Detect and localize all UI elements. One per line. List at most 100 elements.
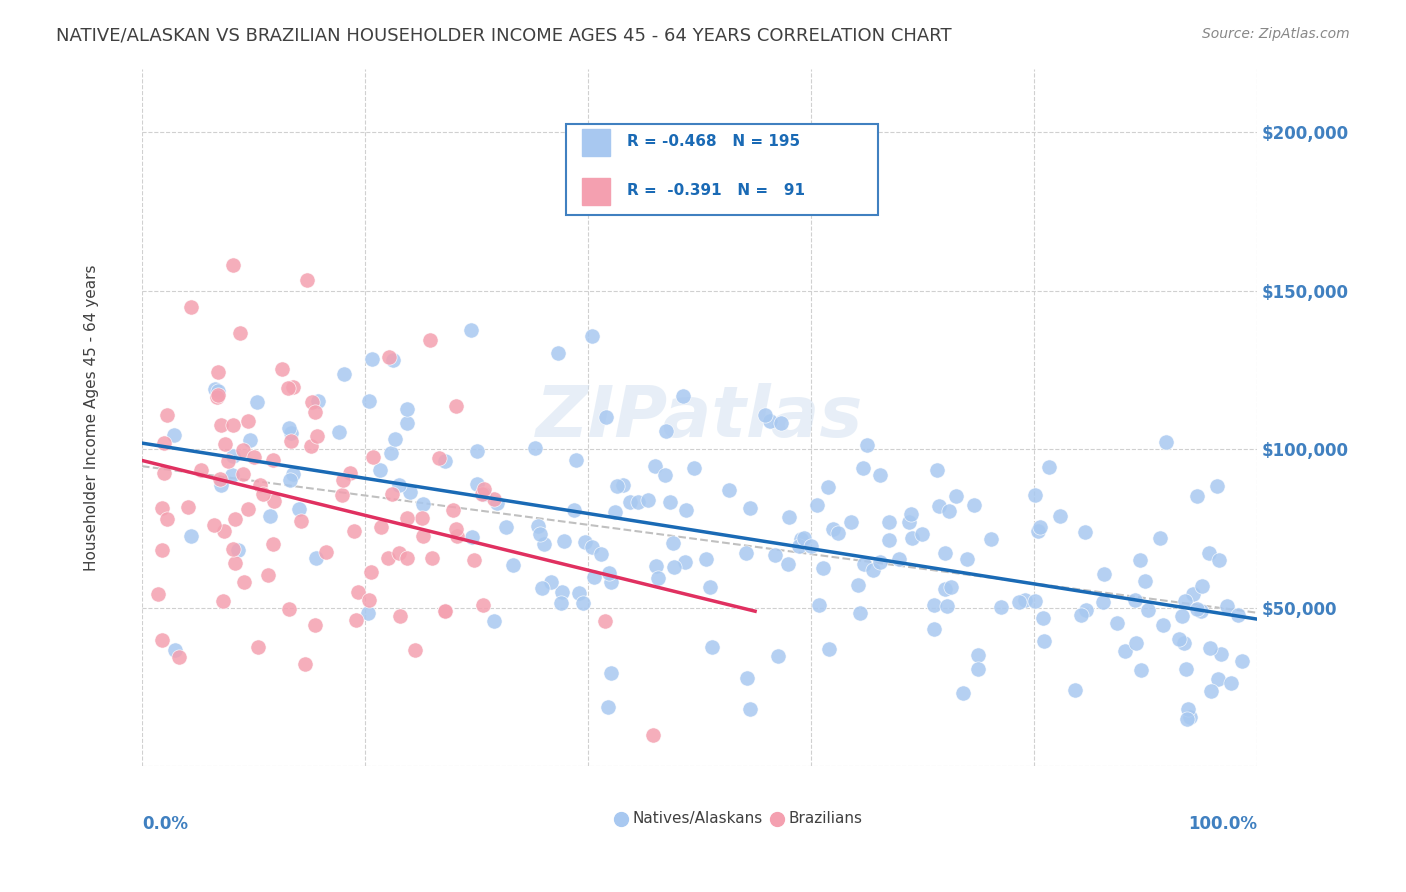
Natives/Alaskans xyxy=(778,509,800,524)
Natives/Alaskans xyxy=(333,367,356,381)
Natives/Alaskans xyxy=(529,527,551,541)
Natives/Alaskans xyxy=(461,530,484,544)
Natives/Alaskans xyxy=(934,546,956,560)
Natives/Alaskans xyxy=(1220,675,1243,690)
Natives/Alaskans xyxy=(388,477,411,491)
Brazilians xyxy=(222,541,245,556)
Brazilians xyxy=(360,565,382,579)
Natives/Alaskans xyxy=(246,395,269,409)
Natives/Alaskans xyxy=(553,534,575,549)
Brazilians xyxy=(304,618,326,632)
Natives/Alaskans xyxy=(1074,602,1097,616)
Brazilians xyxy=(177,500,200,515)
Natives/Alaskans xyxy=(1149,531,1171,545)
Natives/Alaskans xyxy=(936,599,959,613)
Brazilians xyxy=(315,545,337,559)
Brazilians xyxy=(262,452,284,467)
Brazilians xyxy=(361,450,384,464)
Natives/Alaskans xyxy=(862,563,884,577)
Natives/Alaskans xyxy=(1064,683,1087,698)
Natives/Alaskans xyxy=(1008,595,1031,609)
Brazilians xyxy=(211,594,233,608)
Natives/Alaskans xyxy=(163,643,186,657)
Natives/Alaskans xyxy=(305,550,328,565)
Natives/Alaskans xyxy=(278,474,301,488)
Natives/Alaskans xyxy=(482,614,505,628)
Brazilians xyxy=(156,409,179,423)
Brazilians xyxy=(281,379,304,393)
Natives/Alaskans xyxy=(1185,489,1208,503)
Natives/Alaskans xyxy=(238,433,260,447)
Brazilians xyxy=(207,388,229,402)
Brazilians xyxy=(472,482,495,496)
Brazilians xyxy=(420,550,443,565)
Natives/Alaskans xyxy=(1114,643,1136,657)
Natives/Alaskans xyxy=(603,504,626,518)
Brazilians xyxy=(471,599,494,613)
FancyBboxPatch shape xyxy=(582,178,610,204)
Natives/Alaskans xyxy=(662,536,685,550)
Natives/Alaskans xyxy=(574,535,596,549)
Natives/Alaskans xyxy=(644,559,666,574)
Natives/Alaskans xyxy=(1049,509,1071,524)
Natives/Alaskans xyxy=(654,424,676,438)
Natives/Alaskans xyxy=(1185,602,1208,616)
Natives/Alaskans xyxy=(793,531,815,545)
Brazilians xyxy=(297,273,319,287)
Natives/Alaskans xyxy=(360,352,382,367)
Brazilians xyxy=(463,553,485,567)
Brazilians xyxy=(280,434,302,448)
Brazilians xyxy=(224,511,246,525)
Brazilians xyxy=(377,550,399,565)
Brazilians xyxy=(232,443,254,458)
Natives/Alaskans xyxy=(460,323,482,337)
Brazilians xyxy=(236,501,259,516)
Natives/Alaskans xyxy=(600,666,623,681)
Natives/Alaskans xyxy=(1123,593,1146,607)
Brazilians xyxy=(396,551,419,566)
Natives/Alaskans xyxy=(925,463,948,477)
Natives/Alaskans xyxy=(662,559,685,574)
Brazilians xyxy=(446,529,468,543)
Brazilians xyxy=(411,511,433,525)
Brazilians xyxy=(217,453,239,467)
Brazilians xyxy=(388,546,411,560)
Natives/Alaskans xyxy=(1032,610,1054,624)
Natives/Alaskans xyxy=(228,543,250,558)
Natives/Alaskans xyxy=(658,495,681,509)
Natives/Alaskans xyxy=(412,497,434,511)
Natives/Alaskans xyxy=(627,494,650,508)
Brazilians xyxy=(471,487,494,501)
Natives/Alaskans xyxy=(163,428,186,442)
Natives/Alaskans xyxy=(384,432,406,446)
Brazilians xyxy=(209,418,232,433)
Brazilians xyxy=(427,450,450,465)
Natives/Alaskans xyxy=(1168,632,1191,646)
Natives/Alaskans xyxy=(595,409,617,424)
Natives/Alaskans xyxy=(550,596,572,610)
Brazilians xyxy=(205,390,228,404)
Brazilians xyxy=(233,575,256,590)
FancyBboxPatch shape xyxy=(582,129,610,156)
Brazilians xyxy=(212,524,235,538)
Brazilians xyxy=(246,640,269,654)
Text: Source: ZipAtlas.com: Source: ZipAtlas.com xyxy=(1202,27,1350,41)
Brazilians xyxy=(381,487,404,501)
Natives/Alaskans xyxy=(1216,599,1239,613)
Natives/Alaskans xyxy=(1199,684,1222,698)
Natives/Alaskans xyxy=(1199,641,1222,656)
Brazilians xyxy=(446,399,468,413)
Brazilians xyxy=(434,603,457,617)
Natives/Alaskans xyxy=(966,648,988,662)
Natives/Alaskans xyxy=(790,532,813,546)
Text: Brazilians: Brazilians xyxy=(789,811,862,826)
Natives/Alaskans xyxy=(740,501,762,516)
Natives/Alaskans xyxy=(869,468,891,483)
Natives/Alaskans xyxy=(911,527,934,541)
Natives/Alaskans xyxy=(550,584,572,599)
Natives/Alaskans xyxy=(695,552,717,566)
Natives/Alaskans xyxy=(1173,636,1195,650)
Brazilians xyxy=(359,593,381,607)
Natives/Alaskans xyxy=(533,537,555,551)
Text: R = -0.468   N = 195: R = -0.468 N = 195 xyxy=(627,135,800,149)
